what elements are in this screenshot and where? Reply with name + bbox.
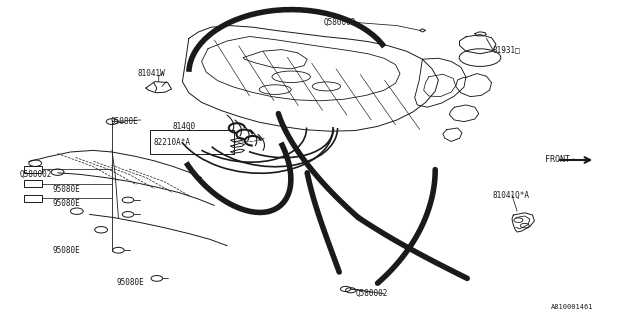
Bar xyxy=(24,180,42,187)
Text: 95080E: 95080E xyxy=(52,199,80,208)
Text: 81041W: 81041W xyxy=(138,69,165,78)
Text: Q580002: Q580002 xyxy=(323,18,356,27)
Text: 82210A*A: 82210A*A xyxy=(154,138,191,147)
Text: A810001461: A810001461 xyxy=(550,304,593,309)
Text: 95080E: 95080E xyxy=(110,117,138,126)
Bar xyxy=(150,130,234,154)
Text: 81400: 81400 xyxy=(173,122,196,131)
Bar xyxy=(24,195,42,202)
Text: Q580002: Q580002 xyxy=(355,289,388,298)
Text: 81041Q*A: 81041Q*A xyxy=(493,191,530,200)
Text: 95080E: 95080E xyxy=(52,246,80,255)
Text: 81931□: 81931□ xyxy=(493,45,520,54)
Text: 95080E: 95080E xyxy=(116,278,144,287)
Text: Q580002: Q580002 xyxy=(19,170,52,179)
Text: 95080E: 95080E xyxy=(52,185,80,194)
Bar xyxy=(24,166,42,173)
Text: FRONT→: FRONT→ xyxy=(545,156,575,164)
